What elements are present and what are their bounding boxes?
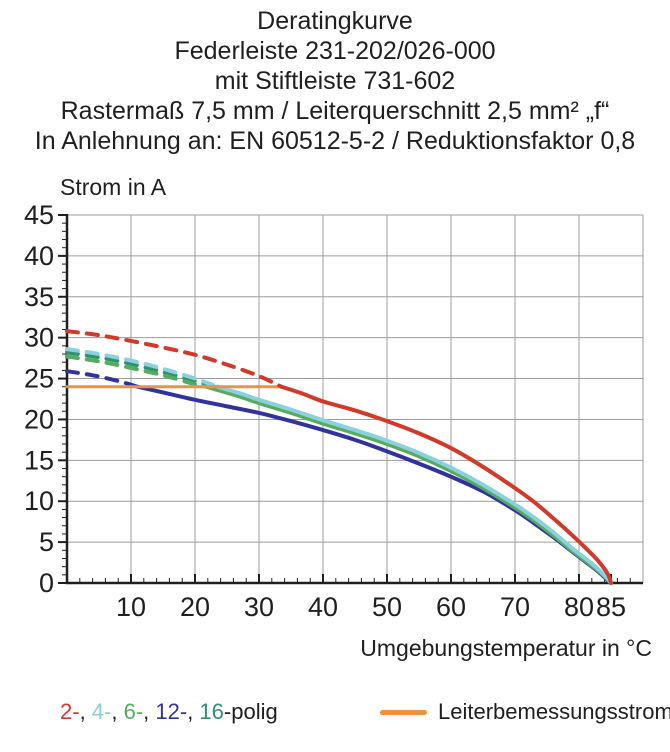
legend-separator: , (143, 699, 156, 724)
title-line-2: Federleiste 231-202/026-000 (174, 37, 496, 65)
rated-current-line-icon (380, 709, 427, 715)
curve-4-polig-solid (215, 384, 613, 585)
legend-separator: , (187, 699, 200, 724)
curve-16-polig-dashed (65, 350, 215, 389)
rated-current-label: Leiterbemessungsstrom (438, 699, 670, 724)
y-tick-label: 35 (24, 282, 54, 312)
legend-pole-16: 16 (199, 699, 224, 724)
y-tick-label: 45 (24, 200, 54, 230)
curve-12-polig-dashed (65, 369, 140, 389)
y-tick-label: 5 (39, 527, 54, 557)
legend-pole-4: 4- (91, 699, 112, 724)
title-line-5: In Anlehnung an: EN 60512-5-2 / Reduktio… (34, 127, 636, 155)
x-tick-label: 85 (596, 592, 626, 622)
y-tick-label: 15 (24, 445, 54, 475)
legend-pole-12: 12- (155, 699, 188, 724)
y-tick-label: 0 (39, 568, 54, 598)
legend-separator: , (111, 699, 124, 724)
x-tick-label: 80 (564, 592, 594, 622)
x-tick-label: 20 (180, 592, 210, 622)
legend-poles-suffix: -polig (223, 699, 278, 724)
y-tick-label: 25 (24, 364, 54, 394)
y-tick-label: 40 (24, 241, 54, 271)
y-tick-label: 10 (24, 486, 54, 516)
title-block: Deratingkurve Federleiste 231-202/026-00… (0, 6, 670, 156)
x-tick-label: 10 (116, 592, 146, 622)
curve-4-polig-dashed (65, 347, 220, 389)
legend-separator: , (79, 699, 92, 724)
x-tick-label: 50 (372, 592, 402, 622)
legend-poles: 2-, 4-, 6-, 12-, 16-polig (60, 699, 278, 725)
x-axis-title: Umgebungstemperatur in °C (360, 635, 652, 661)
y-axis-title: Strom in A (60, 174, 167, 200)
x-tick-label: 70 (500, 592, 530, 622)
y-tick-label: 30 (24, 323, 54, 353)
y-tick-label: 20 (24, 404, 54, 434)
legend-rated-group: Leiterbemessungsstrom (380, 699, 670, 725)
title-line-4: Rastermaß 7,5 mm / Leiterquerschnitt 2,5… (60, 97, 610, 125)
curve-2-polig-solid (279, 384, 613, 585)
title-line-1: Deratingkurve (257, 7, 413, 35)
legend-pole-2: 2- (60, 699, 80, 724)
curve-6-polig-dashed (65, 354, 209, 389)
x-tick-label: 40 (308, 592, 338, 622)
title-line-3: mit Stiftleiste 731-602 (214, 67, 456, 95)
legend-pole-6: 6- (123, 699, 144, 724)
x-tick-label: 60 (436, 592, 466, 622)
x-tick-label: 30 (244, 592, 274, 622)
